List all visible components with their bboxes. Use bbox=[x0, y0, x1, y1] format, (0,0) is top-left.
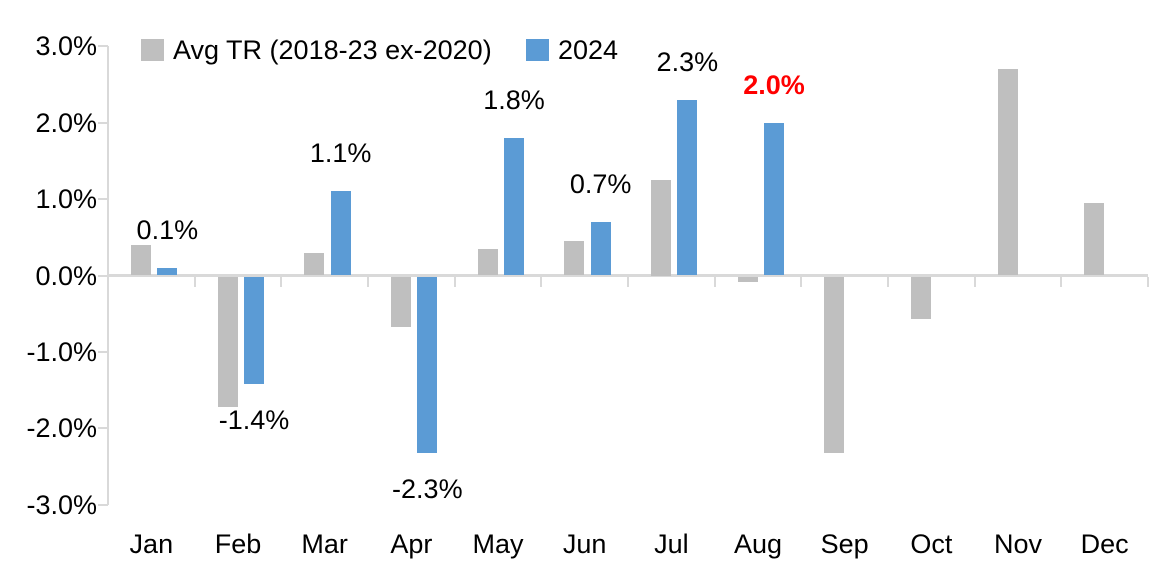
month-label-dec: Dec bbox=[1080, 529, 1129, 559]
bar-avg-dec bbox=[1084, 202, 1105, 276]
data-label-2024-mar: 1.1% bbox=[309, 138, 372, 169]
bar-avg-oct bbox=[910, 277, 931, 320]
month-label-jan: Jan bbox=[129, 529, 174, 559]
month-label-sep: Sep bbox=[820, 529, 869, 559]
legend-label-2024: 2024 bbox=[558, 35, 619, 65]
x-axis-tick bbox=[280, 277, 283, 287]
y-axis-label: -1.0% bbox=[26, 336, 97, 367]
x-axis-line bbox=[106, 274, 1148, 277]
x-axis-tick bbox=[627, 277, 629, 287]
x-axis-tick bbox=[713, 277, 716, 287]
bar-2024-feb bbox=[244, 277, 264, 384]
data-label-2024-apr: -2.3% bbox=[392, 474, 463, 505]
x-axis-tick bbox=[1060, 277, 1063, 287]
y-axis-tick bbox=[98, 427, 108, 430]
month-label-jul: Jul bbox=[654, 529, 689, 559]
bar-2024-apr bbox=[417, 277, 438, 453]
x-axis-tick bbox=[193, 277, 196, 287]
bar-avg-may bbox=[477, 248, 498, 276]
month-label-aug: Aug bbox=[733, 529, 782, 559]
bar-avg-jun bbox=[564, 241, 585, 276]
legend-swatch-avg bbox=[141, 39, 164, 61]
bar-avg-apr bbox=[390, 277, 411, 327]
y-axis-label: 0.0% bbox=[35, 260, 97, 291]
month-label-nov: Nov bbox=[993, 529, 1042, 559]
y-axis-label: -2.0% bbox=[26, 413, 97, 444]
bar-avg-aug bbox=[737, 277, 758, 282]
bar-2024-mar bbox=[330, 191, 351, 276]
bar-avg-jul bbox=[650, 180, 671, 276]
bar-2024-may bbox=[504, 137, 524, 276]
legend-swatch-2024 bbox=[526, 39, 549, 61]
y-axis-label: 1.0% bbox=[35, 184, 97, 215]
legend-label-avg: Avg TR (2018-23 ex-2020) bbox=[173, 35, 492, 65]
bar-avg-jan bbox=[130, 244, 151, 276]
y-axis-tick bbox=[98, 45, 108, 48]
month-label-mar: Mar bbox=[301, 529, 348, 559]
bar-2024-jan bbox=[157, 267, 178, 276]
month-label-may: May bbox=[472, 529, 524, 559]
data-label-2024-jul: 2.3% bbox=[656, 46, 719, 77]
bar-avg-sep bbox=[824, 277, 845, 453]
y-axis-tick bbox=[98, 198, 108, 201]
x-axis-tick bbox=[453, 277, 456, 287]
data-label-2024-aug: 2.0% bbox=[743, 69, 805, 100]
data-label-2024-may: 1.8% bbox=[483, 84, 545, 115]
x-axis-tick bbox=[973, 277, 976, 287]
month-label-oct: Oct bbox=[910, 529, 953, 559]
bar-avg-mar bbox=[304, 252, 325, 276]
data-label-2024-jun: 0.7% bbox=[569, 169, 632, 200]
legend-item-2024: 2024 bbox=[526, 36, 618, 64]
month-label-feb: Feb bbox=[214, 529, 262, 559]
y-axis-label: 2.0% bbox=[35, 107, 97, 138]
legend-item-avg: Avg TR (2018-23 ex-2020) bbox=[141, 36, 492, 64]
y-axis-label: -3.0% bbox=[26, 489, 97, 520]
data-label-2024-feb: -1.4% bbox=[218, 405, 290, 436]
month-label-jun: Jun bbox=[562, 529, 607, 559]
x-axis-tick bbox=[1147, 277, 1149, 287]
x-axis-tick bbox=[107, 277, 109, 287]
x-axis-tick bbox=[540, 277, 543, 287]
y-axis-tick bbox=[98, 503, 108, 506]
x-axis-tick bbox=[800, 277, 803, 287]
y-axis-tick bbox=[98, 121, 108, 124]
x-axis-tick bbox=[887, 277, 889, 287]
bar-2024-aug bbox=[764, 122, 784, 276]
bar-avg-feb bbox=[217, 277, 238, 407]
y-axis-tick bbox=[98, 350, 108, 353]
data-label-2024-jan: 0.1% bbox=[136, 214, 199, 245]
bar-2024-jun bbox=[590, 222, 611, 276]
bar-avg-nov bbox=[997, 69, 1018, 276]
month-label-apr: Apr bbox=[390, 529, 433, 559]
bar-2024-jul bbox=[677, 99, 698, 276]
y-axis-label: 3.0% bbox=[35, 31, 97, 62]
x-axis-tick bbox=[367, 277, 369, 287]
y-axis-tick bbox=[98, 274, 108, 277]
